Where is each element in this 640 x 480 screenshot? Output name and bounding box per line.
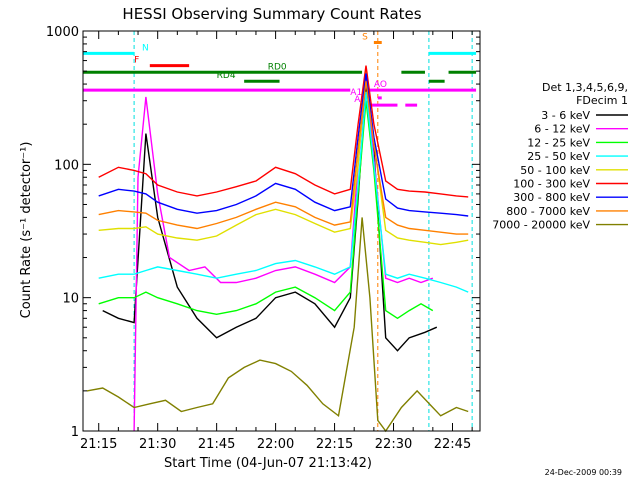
y-tick-label: 1 bbox=[71, 425, 79, 440]
x-axis-title: Start Time (04-Jun-07 21:13:42) bbox=[164, 456, 372, 471]
series-line-1 bbox=[102, 84, 438, 352]
axes: 1 10 100 1000 21:15 21:30 21:45 22:00 22:15 22:30… bbox=[46, 25, 481, 452]
x-tick-label: 22:30 bbox=[375, 437, 412, 452]
legend-header: Det 1,3,4,5,6,9, bbox=[542, 81, 628, 94]
marker-label-n: N bbox=[142, 43, 149, 53]
marker-label-rd0: RD0 bbox=[268, 62, 287, 72]
series-line-8 bbox=[98, 81, 469, 235]
series-lines bbox=[86, 65, 469, 433]
y-tick-label: 100 bbox=[54, 158, 79, 173]
legend-entry-label: 300 - 800 keV bbox=[513, 191, 590, 204]
marker-label-a3: A3 bbox=[354, 95, 366, 105]
x-tick-label: 22:45 bbox=[434, 437, 471, 452]
legend-entry-label: 12 - 25 keV bbox=[527, 136, 590, 149]
marker-label-s: S bbox=[362, 32, 368, 42]
y-axis-title: Count Rate (s⁻¹ detector⁻¹) bbox=[19, 142, 34, 319]
chart-title: HESSI Observing Summary Count Rates bbox=[122, 5, 421, 23]
x-tick-label: 22:00 bbox=[257, 437, 294, 452]
x-tick-label: 21:30 bbox=[139, 437, 176, 452]
x-tick-label: 21:45 bbox=[198, 437, 235, 452]
marker-label-a1: A1 bbox=[350, 88, 362, 98]
series-line-2 bbox=[133, 77, 434, 432]
legend-entry-label: 50 - 100 keV bbox=[520, 164, 590, 177]
marker-label-rd4: RD4 bbox=[217, 71, 236, 81]
series-line-6 bbox=[98, 65, 469, 198]
legend-header: FDecim 1 bbox=[576, 94, 628, 107]
marker-label-f: F bbox=[134, 56, 139, 66]
legend-entry-label: 800 - 7000 keV bbox=[506, 205, 590, 218]
y-tick-label: 1000 bbox=[46, 25, 79, 40]
marker-label-ao: AO bbox=[374, 80, 387, 90]
legend-entry-label: 100 - 300 keV bbox=[513, 178, 590, 191]
x-tick-label: 22:15 bbox=[316, 437, 353, 452]
legend-entry-label: 7000 - 20000 keV bbox=[492, 219, 590, 232]
series-line-9 bbox=[86, 217, 469, 433]
series-line-5 bbox=[98, 71, 469, 246]
legend-entry-label: 3 - 6 keV bbox=[541, 109, 590, 122]
y-tick-label: 10 bbox=[62, 292, 79, 307]
series-line-7 bbox=[98, 73, 469, 217]
series-line-4 bbox=[98, 91, 469, 293]
timestamp: 24-Dec-2009 00:39 bbox=[545, 468, 622, 477]
series-line-3 bbox=[98, 100, 434, 320]
legend-entry-label: 6 - 12 keV bbox=[534, 123, 590, 136]
x-tick-label: 21:15 bbox=[80, 437, 117, 452]
legend-entry-label: 25 - 50 keV bbox=[527, 150, 590, 163]
plot-frame bbox=[82, 30, 481, 432]
